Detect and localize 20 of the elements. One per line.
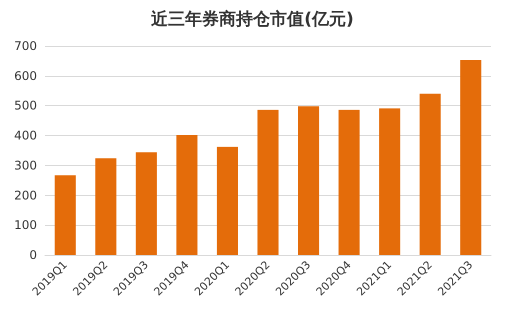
bar	[257, 110, 279, 255]
bar	[136, 152, 157, 255]
y-tick-label: 500	[14, 98, 37, 113]
y-tick-label: 0	[29, 248, 37, 262]
y-tick-label: 400	[14, 128, 37, 143]
bar	[298, 106, 320, 255]
bar	[216, 146, 238, 255]
bar	[420, 94, 441, 255]
y-tick-label: 300	[14, 158, 37, 172]
y-tick-label: 100	[14, 218, 37, 232]
bar	[338, 110, 360, 255]
y-tick-label: 700	[14, 39, 37, 53]
bar	[176, 134, 198, 255]
y-tick-label: 600	[14, 68, 37, 83]
bar	[460, 60, 482, 255]
bar	[379, 108, 400, 255]
y-tick-label: 200	[14, 188, 37, 202]
bar	[95, 158, 116, 255]
chart-title: 近三年券商持仓市值(亿元)	[150, 10, 354, 30]
bar	[54, 175, 76, 255]
